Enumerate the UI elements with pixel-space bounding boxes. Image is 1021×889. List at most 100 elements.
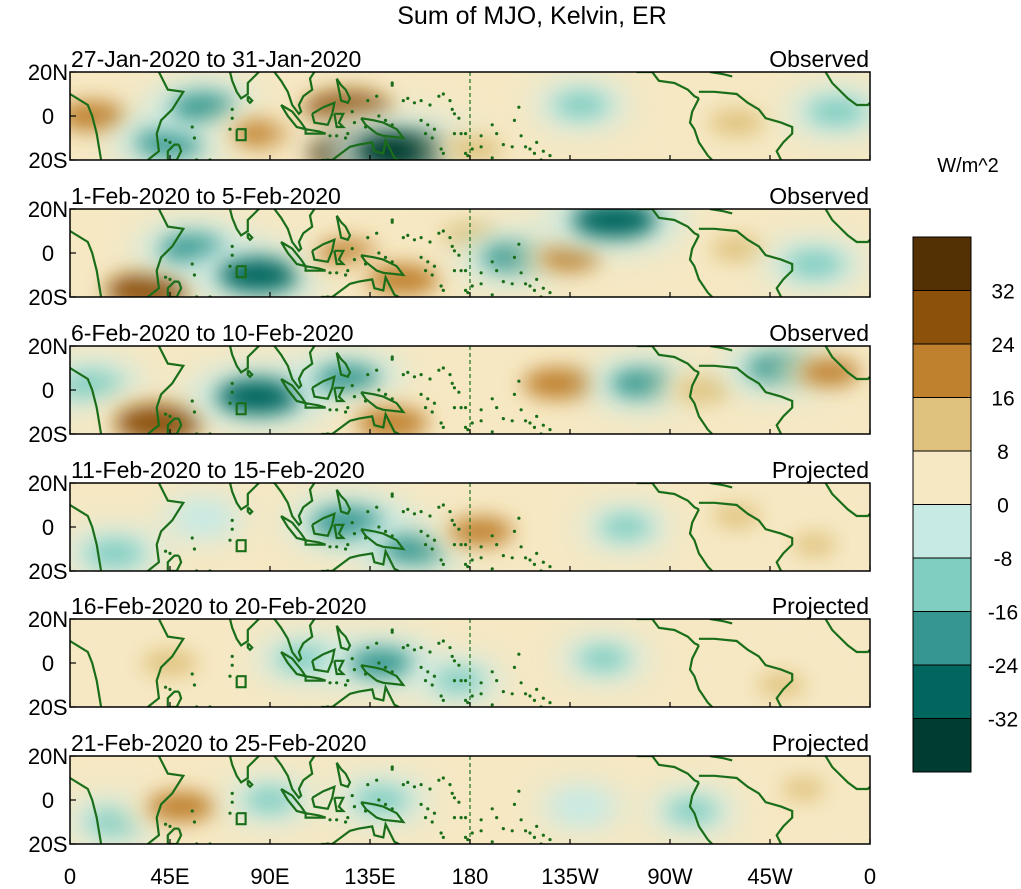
y-tick-label: 20S xyxy=(28,559,67,584)
coastline xyxy=(168,829,181,844)
island-dot xyxy=(230,527,234,531)
island-dot xyxy=(501,280,505,284)
island-dot xyxy=(401,646,405,650)
coastline xyxy=(334,798,343,811)
y-tick-label: 20N xyxy=(28,471,68,496)
island-dot xyxy=(428,377,432,381)
island-dot xyxy=(441,92,445,96)
island-dot xyxy=(419,510,423,514)
island-dot xyxy=(541,833,545,837)
coastline xyxy=(690,235,712,297)
island-dot xyxy=(448,646,452,650)
coastline xyxy=(274,619,314,661)
coastline xyxy=(361,118,403,138)
island-dot xyxy=(423,816,428,820)
island-dot xyxy=(463,562,468,567)
colorbar-swatch xyxy=(912,236,972,291)
island-dot xyxy=(463,679,468,683)
island-dot xyxy=(452,132,457,136)
island-dot xyxy=(230,800,234,804)
island-dot xyxy=(486,708,489,711)
island-dot xyxy=(448,510,452,514)
island-dot xyxy=(523,829,528,833)
panel-5: 20N 0 20S 16-Feb-2020 to 20-Feb-2020 Project… xyxy=(28,593,871,720)
island-dot xyxy=(383,255,388,259)
island-dot xyxy=(495,132,499,136)
coastline xyxy=(826,619,870,652)
island-dot xyxy=(523,692,528,696)
anomaly-field xyxy=(70,72,870,160)
colorbar-tick-label: -32 xyxy=(988,709,1018,732)
coastline xyxy=(237,540,246,551)
island-dot xyxy=(548,154,552,158)
panels-group: 20N 0 20S 27-Jan-2020 to 31-Jan-2020 Observe… xyxy=(28,46,871,857)
x-tick-label: 135E xyxy=(344,864,395,889)
x-tick-label: 180 xyxy=(452,864,489,889)
colorbar-tick-label: -16 xyxy=(988,602,1018,625)
coastline xyxy=(334,525,343,538)
island-dot xyxy=(432,264,437,268)
coastline xyxy=(148,209,184,297)
island-dot xyxy=(439,147,443,151)
island-dot xyxy=(448,373,452,377)
anomaly-field xyxy=(70,483,870,571)
coastline xyxy=(168,692,181,707)
coastline xyxy=(637,619,699,645)
island-dot xyxy=(412,375,417,379)
anomaly-core xyxy=(355,787,408,813)
island-dot xyxy=(230,390,234,394)
island-dot xyxy=(457,390,461,394)
island-dot xyxy=(486,298,489,301)
island-dot xyxy=(390,83,394,87)
coastline xyxy=(168,556,181,571)
island-dot xyxy=(441,425,445,429)
coastline xyxy=(70,231,101,297)
island-dot xyxy=(541,560,545,564)
island-dot xyxy=(532,425,537,429)
anomaly-core xyxy=(70,372,123,400)
anomaly-core xyxy=(786,251,843,277)
island-dot xyxy=(377,114,381,118)
island-dot xyxy=(401,373,405,377)
island-dot xyxy=(352,532,357,536)
panel-status-label: Observed xyxy=(769,46,869,72)
coastline xyxy=(312,103,334,125)
coastline xyxy=(248,780,252,787)
x-tick-label: 90W xyxy=(647,864,692,889)
island-dot xyxy=(352,668,357,672)
island-dot xyxy=(419,392,423,396)
island-dot xyxy=(406,370,410,374)
island-dot xyxy=(448,236,452,240)
coastline xyxy=(334,114,343,127)
coastline xyxy=(168,145,181,160)
island-dot xyxy=(450,791,454,796)
island-dot xyxy=(466,291,470,295)
island-dot xyxy=(512,665,517,670)
island-dot xyxy=(377,525,381,529)
island-dot xyxy=(363,399,368,403)
island-dot xyxy=(335,818,339,822)
island-dot xyxy=(390,260,394,264)
coastline xyxy=(361,255,403,275)
anomaly-core xyxy=(601,515,650,539)
island-dot xyxy=(328,134,332,138)
island-dot xyxy=(419,646,423,650)
island-dot xyxy=(163,275,168,279)
island-dot xyxy=(450,244,454,248)
panel-2: 20N 0 20S 1-Feb-2020 to 5-Feb-2020 Observed xyxy=(28,183,871,310)
anomaly-core xyxy=(555,92,608,118)
island-dot xyxy=(383,802,388,807)
island-dot xyxy=(532,151,537,155)
island-dot xyxy=(343,547,348,551)
island-dot xyxy=(441,366,445,370)
island-dot xyxy=(428,514,432,518)
island-dot xyxy=(528,831,532,835)
y-tick-label: 20S xyxy=(28,695,67,720)
coastline xyxy=(321,551,399,571)
island-dot xyxy=(423,132,428,136)
island-dot xyxy=(452,269,457,273)
island-dot xyxy=(377,661,381,665)
coastline xyxy=(168,419,181,434)
island-dot xyxy=(457,800,461,804)
